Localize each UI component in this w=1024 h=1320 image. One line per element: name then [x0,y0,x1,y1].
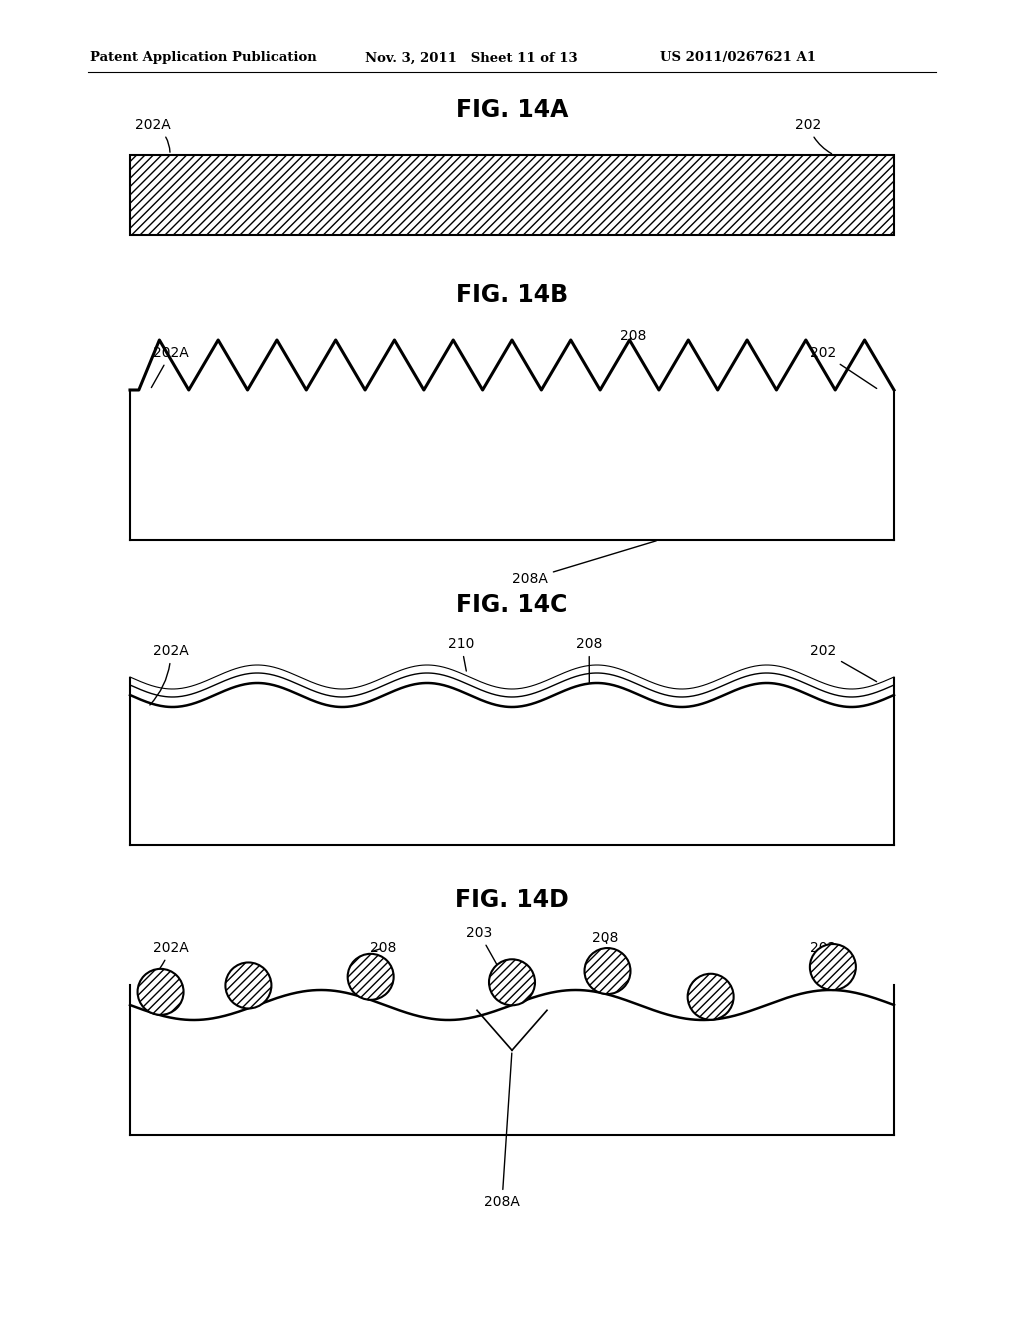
Text: 202: 202 [795,117,831,153]
Polygon shape [130,682,894,845]
Circle shape [489,960,535,1006]
Text: Nov. 3, 2011   Sheet 11 of 13: Nov. 3, 2011 Sheet 11 of 13 [365,51,578,65]
Text: 208: 208 [575,638,602,682]
Text: 202: 202 [810,941,849,965]
Bar [130,154,894,235]
Text: 208: 208 [592,931,618,945]
Text: 208A: 208A [484,1053,520,1209]
Text: 202: 202 [810,346,877,388]
Text: FIG. 14B: FIG. 14B [456,282,568,308]
Text: FIG. 14A: FIG. 14A [456,98,568,121]
Text: 202A: 202A [135,117,171,152]
Polygon shape [130,341,894,540]
Text: 208A: 208A [512,541,656,586]
Text: Patent Application Publication: Patent Application Publication [90,51,316,65]
Circle shape [688,974,733,1020]
Text: US 2011/0267621 A1: US 2011/0267621 A1 [660,51,816,65]
Text: 202A: 202A [150,644,188,705]
Text: 203: 203 [466,927,516,998]
Circle shape [585,948,631,994]
Circle shape [810,944,856,990]
Text: FIG. 14D: FIG. 14D [455,888,569,912]
Text: 210: 210 [449,638,474,671]
Circle shape [348,954,393,999]
Text: 208: 208 [620,329,646,343]
Circle shape [137,969,183,1015]
Circle shape [225,962,271,1008]
Text: 208: 208 [370,941,396,954]
Polygon shape [130,990,894,1135]
Text: 202A: 202A [142,941,188,990]
Text: 202: 202 [810,644,877,681]
Text: 202A: 202A [152,346,188,388]
Text: FIG. 14C: FIG. 14C [457,593,567,616]
